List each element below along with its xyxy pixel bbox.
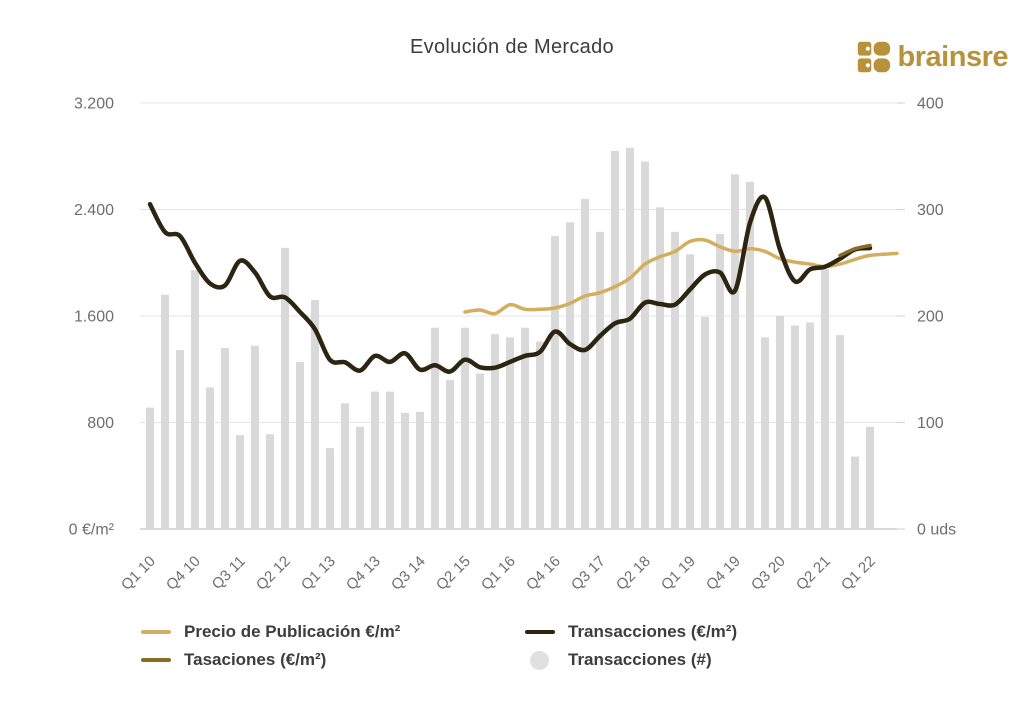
y-right-axis-label: 200 (917, 309, 944, 326)
bar[interactable] (791, 325, 799, 529)
bar[interactable] (461, 327, 469, 529)
bar[interactable] (716, 233, 724, 529)
bar[interactable] (836, 335, 844, 529)
y-left-axis-label: 3.200 (74, 96, 114, 113)
bar[interactable] (581, 198, 589, 529)
x-axis-label: Q3 14 (388, 553, 429, 594)
chart-title: Evolución de Mercado (410, 36, 614, 58)
bar[interactable] (776, 316, 784, 529)
bar[interactable] (626, 147, 634, 530)
line-tasaciones-m[interactable] (838, 243, 872, 258)
line-transacciones-m[interactable] (147, 194, 873, 374)
brainsre-logo-text: brainsre (897, 40, 1009, 73)
brainsre-logo: brainsre (856, 39, 1009, 75)
y-left-axis-label: 2.400 (74, 202, 114, 219)
bar[interactable] (701, 317, 709, 529)
bar[interactable] (596, 231, 604, 530)
line-precio-de-publicaci-n-m[interactable] (463, 237, 899, 316)
legend-item-transacciones-num[interactable]: Transacciones (#) (525, 650, 737, 670)
bar[interactable] (446, 379, 454, 529)
x-axis-label: Q4 19 (703, 553, 744, 594)
x-axis-label: Q3 17 (568, 553, 609, 594)
bar[interactable] (281, 247, 289, 529)
bar[interactable] (221, 347, 229, 529)
x-axis-label: Q4 16 (523, 553, 564, 594)
legend-label: Transacciones (€/m²) (568, 622, 738, 641)
x-axis-label: Q2 21 (793, 553, 834, 594)
legend-label: Precio de Publicación €/m² (184, 622, 401, 641)
bar[interactable] (566, 222, 574, 529)
bar[interactable] (311, 300, 319, 529)
x-axis-label: Q1 19 (658, 553, 699, 594)
y-right-axis-label: 400 (917, 96, 944, 113)
y-left-axis-label: 1.600 (74, 309, 114, 326)
chart-legend: Precio de Publicación €/m² Transacciones… (141, 622, 737, 670)
bar[interactable] (236, 435, 244, 529)
bar[interactable] (611, 150, 619, 530)
y-right-axis-label: 100 (917, 415, 944, 432)
legend-line-swatch (141, 630, 171, 634)
bar[interactable] (536, 341, 544, 529)
bar[interactable] (251, 345, 259, 529)
bar[interactable] (851, 456, 859, 529)
y-left-axis-label: 0 €/m² (69, 522, 115, 539)
bar[interactable] (146, 407, 154, 529)
x-axis-label: Q4 10 (163, 553, 204, 594)
bar[interactable] (176, 350, 184, 529)
bar[interactable] (386, 391, 394, 529)
bar[interactable] (686, 254, 694, 530)
bar[interactable] (191, 270, 199, 529)
bar[interactable] (371, 391, 379, 529)
bar[interactable] (161, 294, 169, 529)
legend-item-tasaciones[interactable]: Tasaciones (€/m²) (141, 650, 525, 670)
bar[interactable] (671, 231, 679, 530)
bar[interactable] (761, 337, 769, 529)
legend-item-transacciones-precio[interactable]: Transacciones (€/m²) (525, 622, 737, 642)
bar[interactable] (866, 426, 874, 529)
bar[interactable] (806, 322, 814, 529)
brainsre-logo-icon (857, 41, 890, 73)
bar[interactable] (431, 327, 439, 529)
bar[interactable] (641, 161, 649, 529)
x-axis-label: Q3 11 (209, 553, 249, 593)
legend-line-swatch (525, 630, 555, 634)
bar[interactable] (266, 434, 274, 529)
x-axis-label: Q1 22 (838, 553, 879, 594)
y-right-axis-label: 300 (917, 202, 944, 219)
chart-canvas[interactable]: Q1 10 Q4 10 Q3 11 Q2 12 Q1 13 Q4 13 Q3 14 Q2 15… (0, 0, 1024, 610)
x-axis-label: Q2 18 (613, 553, 654, 594)
legend-circle-swatch (530, 650, 549, 670)
x-axis-label: Q2 15 (433, 553, 474, 594)
bar[interactable] (326, 448, 334, 529)
y-right-axis-label: 0 uds (917, 522, 956, 539)
bar[interactable] (401, 412, 409, 529)
bar[interactable] (731, 174, 739, 530)
bar[interactable] (296, 361, 304, 529)
bar[interactable] (821, 269, 829, 529)
bar[interactable] (491, 334, 499, 529)
bar[interactable] (521, 327, 529, 529)
x-axis-label: Q1 16 (478, 553, 519, 594)
x-axis-label: Q1 13 (298, 553, 339, 594)
bar[interactable] (506, 337, 514, 529)
legend-item-precio-publicacion[interactable]: Precio de Publicación €/m² (141, 622, 525, 642)
bar[interactable] (551, 236, 559, 529)
legend-line-swatch (141, 658, 171, 662)
bar[interactable] (416, 411, 424, 529)
bar[interactable] (206, 387, 214, 529)
x-axis-label: Q1 10 (118, 553, 159, 594)
y-left-axis-label: 800 (87, 415, 114, 432)
x-axis-label: Q3 20 (748, 553, 789, 594)
bar[interactable] (476, 373, 484, 529)
x-axis-label: Q4 13 (343, 553, 384, 594)
bar-series-transacciones-num (146, 147, 874, 530)
legend-label: Transacciones (#) (568, 650, 712, 669)
x-axis-label: Q2 12 (253, 553, 294, 594)
legend-label: Tasaciones (€/m²) (184, 650, 327, 669)
bar[interactable] (356, 426, 364, 529)
bar[interactable] (746, 181, 754, 529)
bar[interactable] (341, 403, 349, 529)
bar[interactable] (656, 207, 664, 529)
